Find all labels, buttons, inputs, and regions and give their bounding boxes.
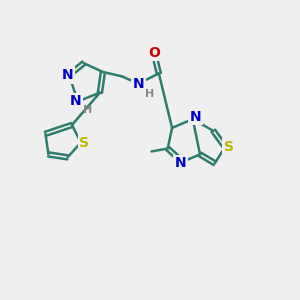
Text: N: N (175, 156, 187, 170)
Text: N: N (62, 68, 74, 82)
Text: N: N (70, 94, 81, 108)
Text: N: N (132, 77, 144, 91)
Text: S: S (79, 136, 89, 150)
Text: N: N (190, 110, 202, 124)
Text: H: H (145, 89, 154, 99)
Text: H: H (83, 105, 92, 115)
Text: S: S (224, 140, 234, 154)
Text: O: O (148, 46, 160, 60)
